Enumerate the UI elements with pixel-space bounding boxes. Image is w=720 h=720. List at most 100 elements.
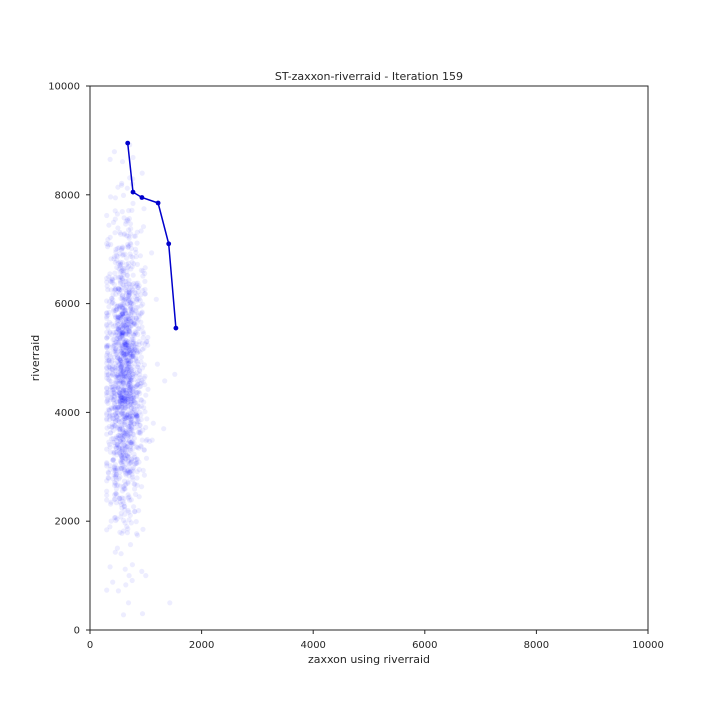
scatter-point: [126, 291, 132, 297]
scatter-point: [110, 372, 116, 378]
scatter-point: [140, 329, 146, 335]
scatter-point: [126, 313, 132, 319]
scatter-point: [140, 224, 147, 230]
scatter-point: [126, 390, 133, 396]
scatter-point: [119, 433, 125, 439]
scatter-point: [134, 349, 140, 355]
scatter-point: [138, 443, 144, 449]
scatter-point: [124, 388, 130, 394]
scatter-point: [121, 389, 127, 395]
scatter-point: [119, 311, 126, 317]
scatter-point: [119, 530, 125, 536]
scatter-point: [113, 471, 119, 477]
scatter-point: [105, 372, 111, 378]
scatter-point: [118, 304, 124, 310]
scatter-point: [104, 360, 110, 366]
scatter-point: [122, 399, 128, 405]
scatter-point: [119, 435, 125, 441]
scatter-point: [105, 372, 111, 378]
scatter-point: [108, 366, 114, 372]
scatter-point: [126, 318, 132, 324]
scatter-point: [125, 381, 131, 387]
scatter-point: [139, 170, 145, 176]
scatter-point: [113, 486, 119, 492]
scatter-point: [125, 345, 131, 351]
scatter-point: [118, 343, 124, 349]
scatter-point: [129, 336, 135, 342]
scatter-point: [111, 456, 117, 462]
scatter-point: [112, 322, 118, 328]
scatter-point: [113, 413, 120, 419]
scatter-point: [113, 374, 119, 380]
scatter-point: [119, 403, 125, 409]
scatter-point: [115, 314, 121, 320]
scatter-point: [122, 399, 128, 405]
scatter-point: [127, 294, 133, 300]
scatter-point: [120, 387, 126, 393]
scatter-point: [104, 425, 110, 431]
scatter-point: [104, 275, 110, 281]
scatter-point: [119, 311, 125, 317]
scatter-point: [130, 354, 136, 360]
scatter-point: [126, 509, 132, 515]
scatter-point: [122, 373, 129, 379]
scatter-point: [119, 277, 125, 283]
scatter-point: [128, 420, 134, 426]
scatter-point: [131, 435, 137, 441]
scatter-point: [109, 384, 115, 390]
scatter-point: [123, 317, 129, 323]
scatter-point: [106, 439, 112, 445]
scatter-point: [127, 300, 133, 306]
scatter-point: [111, 301, 117, 307]
scatter-point: [131, 481, 137, 487]
scatter-point: [111, 340, 117, 346]
scatter-point: [113, 363, 119, 370]
scatter-point: [130, 431, 136, 437]
scatter-point: [111, 281, 117, 288]
scatter-point: [131, 394, 137, 400]
scatter-point: [143, 573, 149, 579]
scatter-point: [125, 403, 132, 409]
scatter-point: [125, 396, 131, 402]
scatter-point: [123, 393, 129, 399]
scatter-point: [134, 456, 140, 462]
scatter-point: [120, 301, 126, 307]
scatter-point: [125, 382, 131, 388]
scatter-point: [120, 437, 126, 443]
scatter-point: [104, 488, 110, 494]
scatter-point: [124, 396, 130, 402]
scatter-point: [121, 430, 128, 436]
scatter-point: [104, 323, 110, 329]
scatter-point: [125, 316, 131, 322]
scatter-point: [112, 481, 118, 487]
scatter-point: [124, 384, 130, 390]
scatter-point: [133, 280, 139, 286]
scatter-point: [129, 418, 135, 424]
scatter-point: [124, 342, 130, 348]
scatter-point: [112, 275, 119, 281]
scatter-point: [123, 324, 129, 330]
scatter-point: [119, 311, 125, 318]
scatter-point: [129, 315, 135, 321]
scatter-point: [136, 367, 142, 373]
scatter-point: [113, 253, 120, 259]
scatter-point: [122, 566, 128, 572]
scatter-point: [134, 482, 140, 488]
scatter-point: [128, 377, 134, 383]
scatter-point: [122, 419, 128, 425]
scatter-point: [122, 486, 128, 492]
scatter-point: [105, 237, 111, 243]
scatter-point: [126, 360, 132, 366]
scatter-point: [109, 295, 115, 301]
scatter-point: [132, 424, 138, 430]
scatter-point: [117, 259, 123, 265]
scatter-point: [125, 423, 131, 429]
scatter-point: [116, 404, 122, 410]
scatter-point: [107, 361, 113, 368]
scatter-point: [125, 339, 131, 345]
scatter-point: [126, 293, 132, 299]
scatter-point: [133, 460, 139, 466]
scatter-point: [112, 462, 118, 468]
scatter-point: [116, 395, 122, 401]
scatter-point: [120, 297, 126, 303]
